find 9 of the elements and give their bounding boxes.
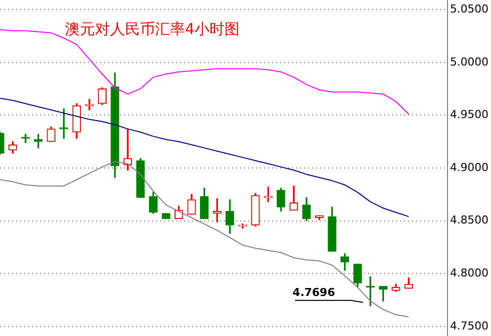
y-tick-label: 4.9000: [450, 160, 488, 174]
y-tick-label: 5.0000: [450, 55, 488, 68]
y-tick-label: 4.8000: [450, 266, 488, 280]
y-tick-label: 4.9500: [450, 108, 488, 122]
y-tick-label: 5.0500: [450, 2, 488, 16]
annotation: 4.7696: [292, 286, 336, 299]
y-tick-label: 4.7500: [450, 319, 488, 332]
y-tick-label: 4.8500: [450, 214, 488, 227]
text: 澳元对人民币汇率4小时图: [65, 20, 240, 38]
